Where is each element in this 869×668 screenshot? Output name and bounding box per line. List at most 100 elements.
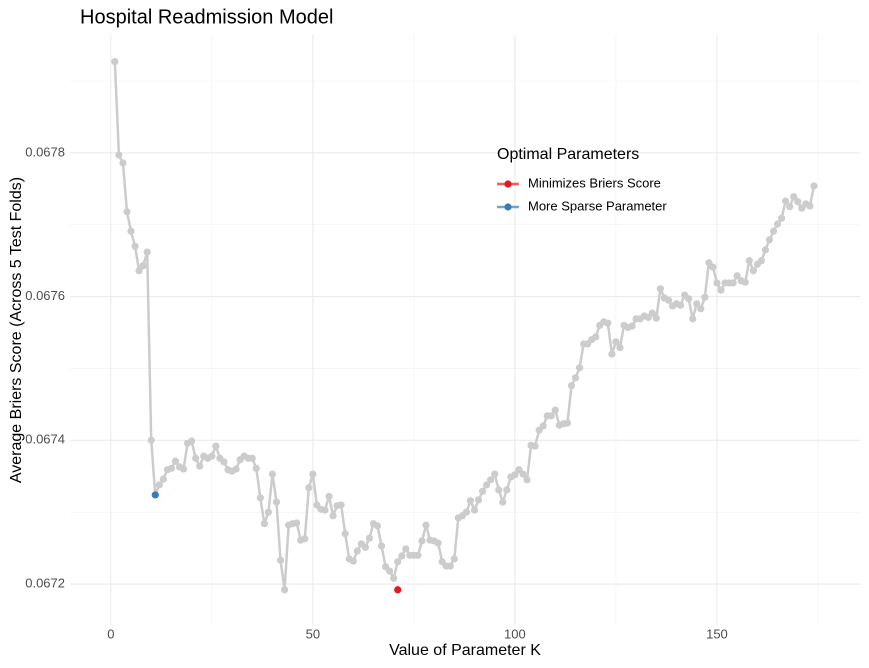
- data-point: [511, 471, 519, 479]
- data-point: [551, 406, 559, 414]
- data-point: [329, 512, 337, 520]
- data-point: [778, 214, 786, 222]
- data-point: [192, 454, 200, 462]
- data-point: [373, 522, 382, 530]
- data-point: [422, 521, 430, 529]
- data-point: [394, 586, 402, 594]
- data-point: [260, 520, 268, 528]
- data-point: [434, 539, 442, 547]
- data-point: [495, 486, 503, 494]
- data-point: [685, 295, 693, 303]
- data-point: [353, 547, 361, 555]
- data-point: [305, 484, 313, 492]
- data-point: [701, 293, 709, 301]
- data-point: [499, 498, 507, 506]
- data-point: [563, 419, 572, 427]
- x-tick-label: 100: [504, 626, 526, 641]
- data-point: [143, 248, 151, 256]
- data-point: [111, 57, 119, 66]
- data-point: [248, 454, 256, 462]
- data-point: [301, 535, 309, 543]
- legend-label: More Sparse Parameter: [528, 198, 667, 213]
- data-point: [147, 436, 155, 444]
- data-point: [664, 296, 673, 304]
- data-point: [167, 464, 176, 472]
- data-point: [531, 442, 539, 450]
- data-point: [749, 267, 757, 275]
- data-point: [188, 437, 196, 445]
- data-point: [462, 508, 471, 516]
- y-tick-label: 0.0678: [25, 144, 65, 159]
- data-point: [309, 470, 317, 478]
- data-point: [539, 422, 547, 430]
- data-point: [470, 506, 479, 514]
- data-point: [709, 263, 717, 271]
- data-point: [139, 262, 147, 270]
- x-tick-label: 150: [706, 626, 728, 641]
- data-point: [697, 305, 705, 313]
- data-point: [127, 227, 135, 235]
- data-point: [765, 236, 774, 244]
- data-point: [782, 197, 790, 205]
- data-point: [179, 465, 188, 473]
- data-point: [349, 557, 357, 565]
- data-point: [272, 498, 281, 506]
- data-point: [733, 272, 741, 280]
- x-tick-label: 50: [306, 626, 320, 641]
- data-point: [604, 319, 612, 327]
- data-point: [386, 567, 394, 575]
- data-point: [810, 182, 818, 190]
- data-point: [794, 198, 802, 206]
- data-point: [171, 457, 180, 465]
- data-point: [119, 159, 127, 167]
- data-point: [151, 491, 159, 499]
- data-point: [252, 464, 260, 472]
- data-point: [390, 574, 398, 582]
- data-point: [264, 508, 273, 516]
- legend-label: Minimizes Briers Score: [528, 175, 661, 190]
- data-point: [790, 193, 798, 201]
- data-point: [414, 551, 422, 559]
- data-point: [616, 344, 624, 352]
- y-axis-label: Average Briers Score (Across 5 Test Fold…: [8, 177, 25, 483]
- data-point: [402, 545, 410, 553]
- data-point: [377, 542, 386, 550]
- data-point: [729, 279, 737, 287]
- data-point: [276, 556, 285, 564]
- data-point: [519, 470, 527, 478]
- data-point: [466, 497, 475, 505]
- data-point: [491, 470, 499, 478]
- data-point: [478, 487, 487, 495]
- data-point: [769, 227, 778, 235]
- data-point: [648, 309, 656, 317]
- data-point: [713, 279, 721, 287]
- data-point: [612, 338, 620, 346]
- data-point: [208, 452, 216, 460]
- data-point: [196, 462, 204, 470]
- data-point: [547, 412, 555, 420]
- data-point: [786, 203, 794, 211]
- data-point: [741, 278, 749, 286]
- data-point: [268, 470, 277, 478]
- data-point: [575, 364, 584, 372]
- data-point: [806, 202, 814, 210]
- data-point: [652, 314, 660, 322]
- data-point: [394, 558, 402, 566]
- data-point: [656, 285, 664, 293]
- y-tick-label: 0.0674: [25, 432, 65, 447]
- data-point: [608, 350, 616, 358]
- data-point: [115, 151, 123, 159]
- data-point: [717, 286, 725, 294]
- data-point: [418, 537, 426, 545]
- legend-title: Optimal Parameters: [497, 146, 639, 163]
- data-point: [523, 476, 531, 484]
- data-point: [398, 552, 406, 560]
- data-point: [628, 322, 636, 330]
- data-point: [450, 555, 458, 563]
- y-tick-label: 0.0672: [25, 575, 65, 590]
- data-point: [689, 315, 697, 323]
- legend-swatch-point: [504, 203, 512, 211]
- data-point: [123, 208, 131, 216]
